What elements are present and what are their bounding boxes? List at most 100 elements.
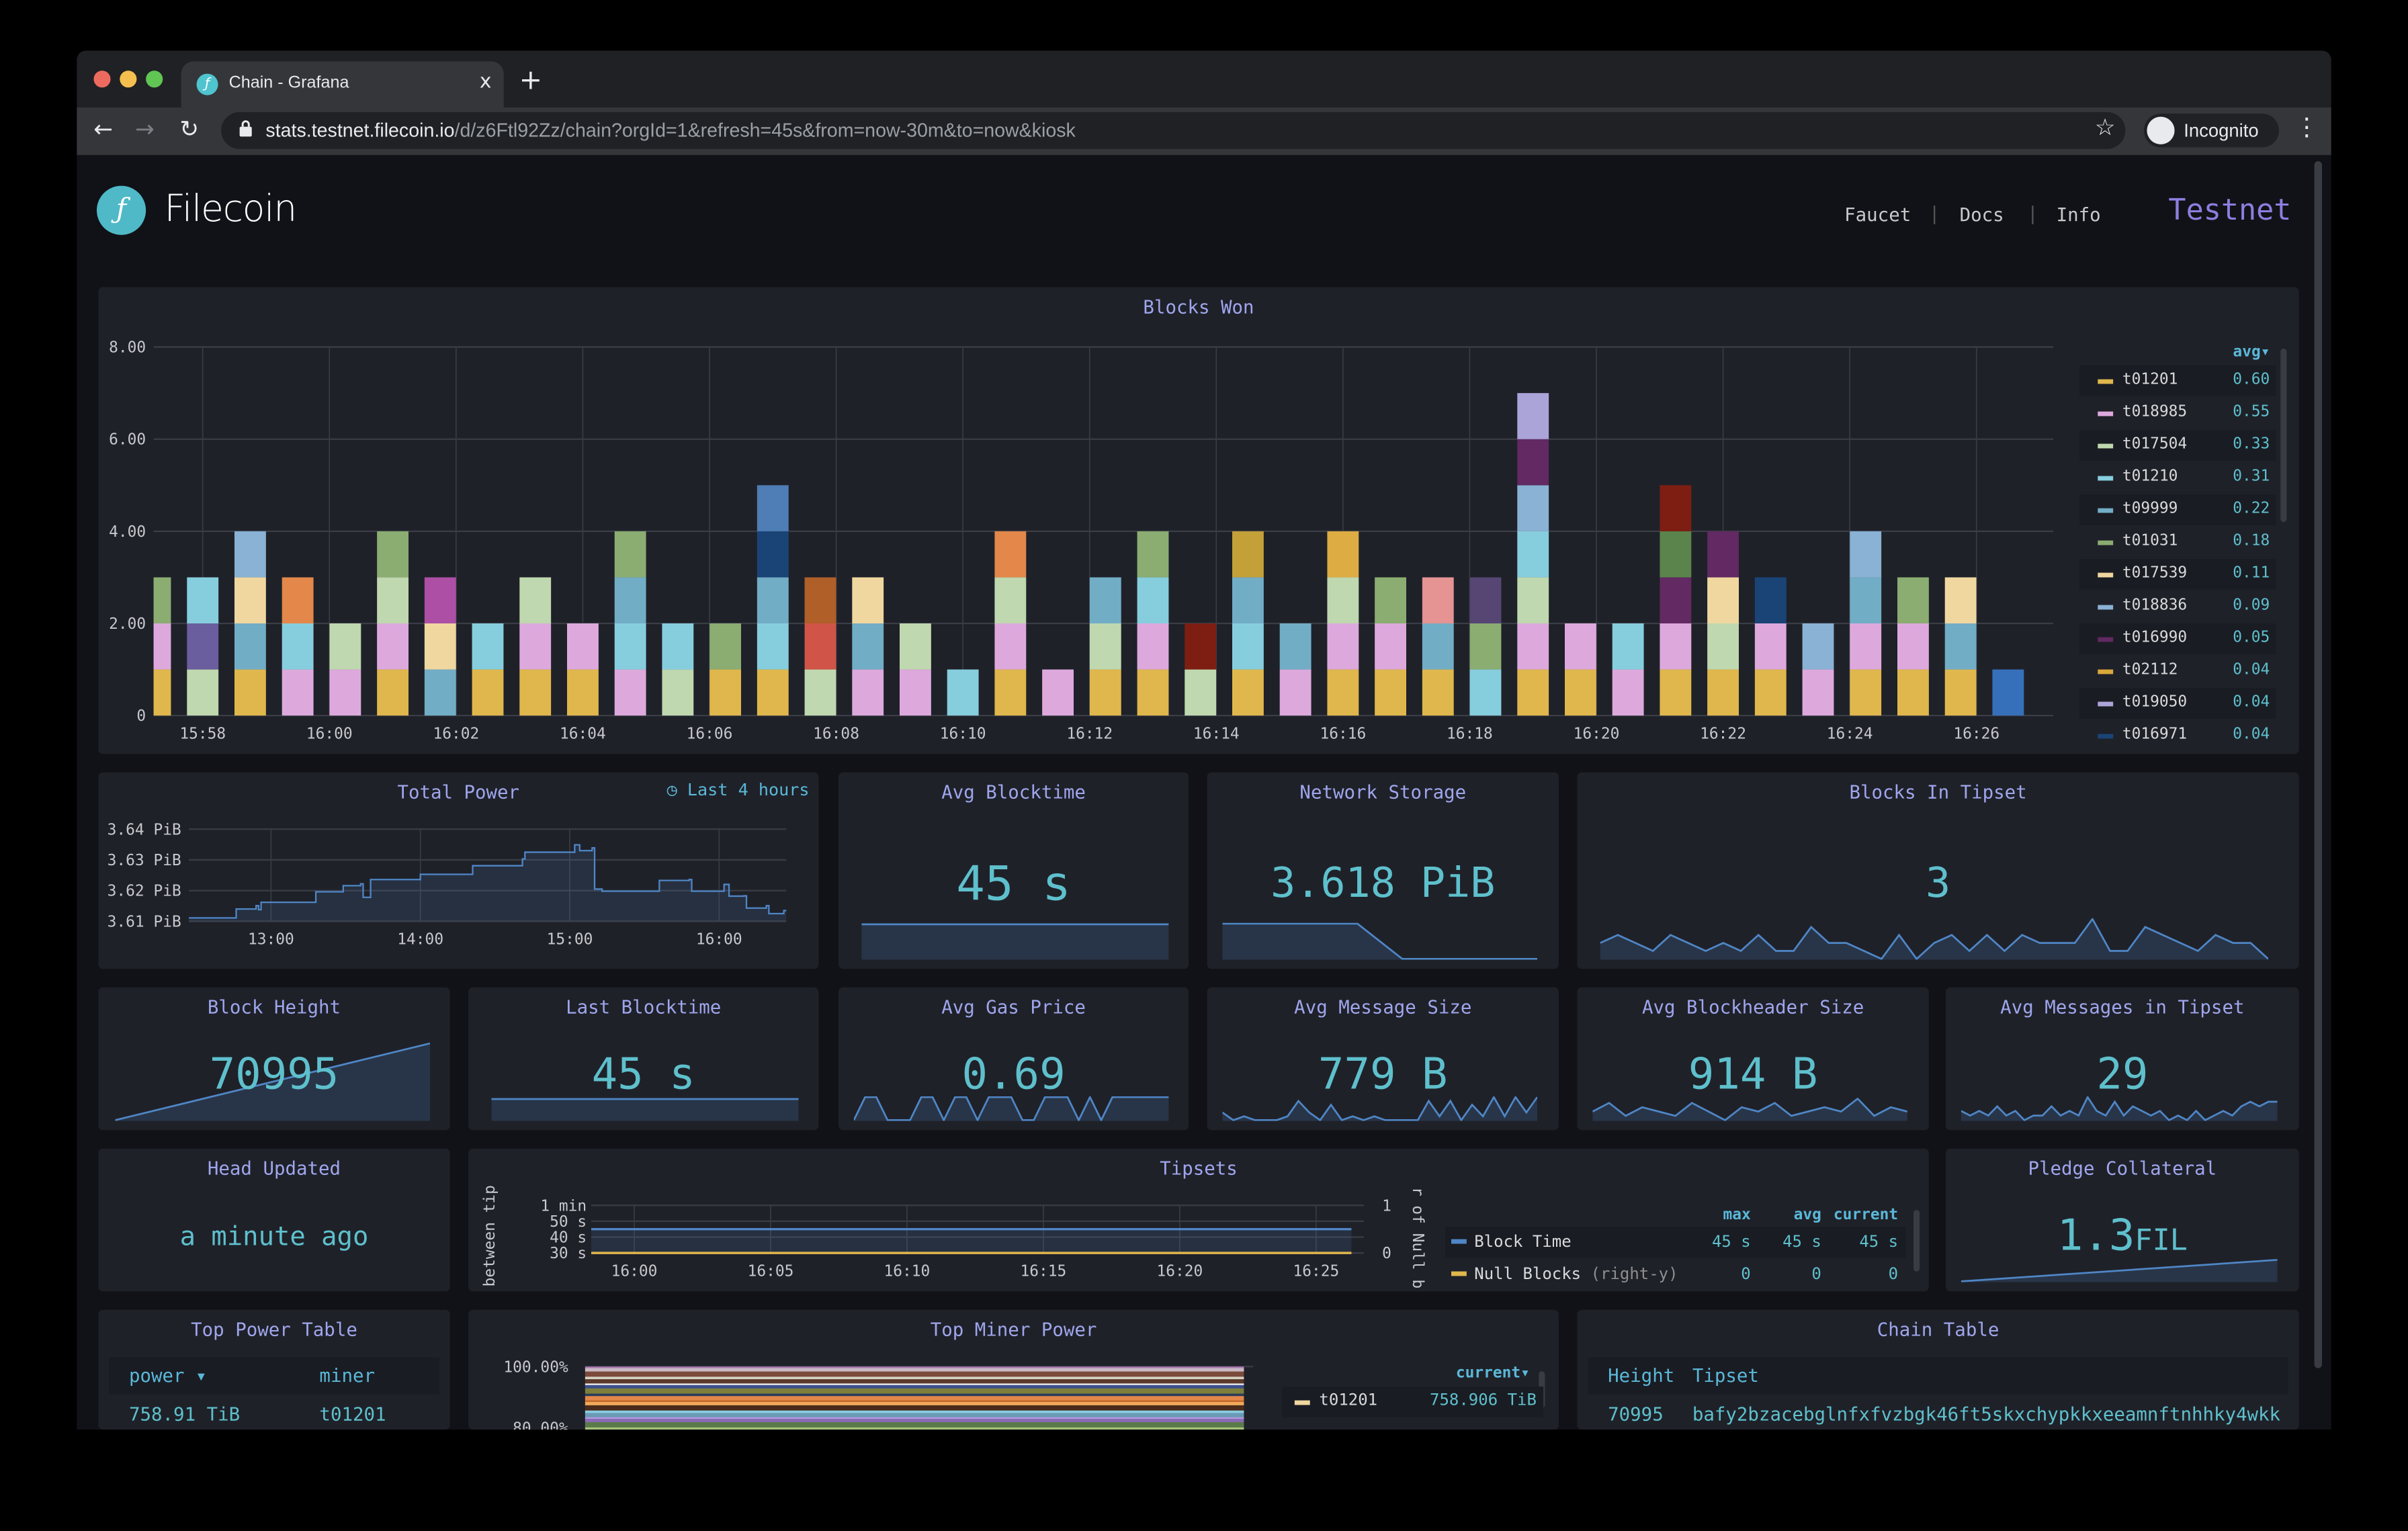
bar-segment — [424, 669, 456, 716]
legend-row[interactable]: t017504 0.33 — [2079, 429, 2276, 461]
power-line — [189, 844, 787, 919]
panel-title[interactable]: Avg Messages in Tipset — [2000, 996, 2245, 1018]
incognito-profile-button[interactable]: Incognito — [2143, 114, 2279, 148]
scrollbar-thumb[interactable] — [2314, 161, 2322, 1368]
browser-menu-icon[interactable]: ⋮ — [2294, 112, 2319, 142]
legend-row[interactable]: t01210 0.31 — [2079, 462, 2276, 493]
bars — [153, 393, 2024, 716]
minimize-window-button[interactable] — [120, 71, 137, 88]
legend-swatch — [2098, 476, 2114, 481]
column-header-tipset[interactable]: Tipset — [1692, 1364, 1759, 1387]
bar-segment — [852, 577, 884, 623]
close-window-button[interactable] — [93, 71, 111, 88]
bar-segment — [1469, 577, 1502, 623]
legend-row[interactable]: t01031 0.18 — [2079, 526, 2276, 558]
column-header-power[interactable]: power ▾ — [128, 1364, 207, 1387]
tab-chain-grafana[interactable]: ƒ Chain - Grafana x — [181, 61, 504, 107]
bar-segment — [424, 577, 456, 623]
bar-segment — [994, 531, 1027, 578]
panel-title[interactable]: Pledge Collateral — [2028, 1157, 2217, 1180]
legend-row[interactable]: t018985 0.55 — [2079, 397, 2276, 429]
url-host: stats.testnet.filecoin.io — [265, 120, 455, 142]
legend-row[interactable]: t01201 758.906 TiB — [1282, 1386, 1544, 1417]
bar-segment — [757, 485, 789, 531]
bar-segment — [1469, 669, 1502, 716]
panel-title[interactable]: Total Power — [397, 781, 520, 803]
maximize-window-button[interactable] — [146, 71, 163, 88]
bar-segment — [1754, 623, 1787, 670]
address-bar[interactable]: stats.testnet.filecoin.io/d/z6Ftl92Zz/ch… — [221, 112, 2126, 149]
legend-row[interactable]: t019050 0.04 — [2079, 687, 2276, 719]
stat-value: a minute ago — [179, 1222, 369, 1254]
legend-row[interactable]: t017539 0.11 — [2079, 558, 2276, 590]
table-cell-miner[interactable]: t01201 — [319, 1403, 386, 1426]
bar-segment — [1660, 577, 1692, 623]
legend-row[interactable]: t09999 0.22 — [2079, 494, 2276, 525]
bar-segment — [282, 669, 314, 716]
blocks-won-chart: 0 2.00 4.00 6.00 8.00 15:58 16:00 16:02 16:04 16:… — [109, 339, 2053, 742]
bar-segment — [1517, 623, 1549, 670]
docs-link[interactable]: Docs — [1959, 204, 2004, 226]
x-tick-label: 16:05 — [748, 1262, 794, 1280]
reload-icon[interactable]: ↻ — [179, 115, 200, 143]
panel-title[interactable]: Top Power Table — [191, 1319, 357, 1341]
bar-segment — [994, 623, 1027, 670]
bar-segment — [1042, 669, 1074, 716]
bar-segment — [153, 577, 171, 623]
stat-value: 70995 — [209, 1049, 339, 1100]
panel-title[interactable]: Head Updated — [207, 1157, 341, 1180]
panel-title[interactable]: Chain Table — [1877, 1319, 2000, 1341]
legend-header: avg — [1794, 1206, 1821, 1223]
panel-title[interactable]: Network Storage — [1299, 781, 1467, 803]
bar-segment — [1992, 669, 2024, 716]
forward-arrow-icon[interactable]: → — [135, 115, 155, 143]
panel-title[interactable]: Avg Blocktime — [941, 781, 1086, 803]
column-header-miner[interactable]: miner — [319, 1364, 375, 1387]
legend-sort-current[interactable]: current▾ — [1455, 1364, 1530, 1383]
legend-scrollbar[interactable] — [2280, 348, 2287, 523]
bar-segment — [1137, 669, 1169, 716]
legend-row[interactable]: t01201 0.60 — [2079, 365, 2276, 396]
panel-title[interactable]: Avg Blockheader Size — [1641, 996, 1864, 1018]
panel-title[interactable]: Last Blocktime — [566, 996, 722, 1018]
bookmark-star-icon[interactable]: ☆ — [2094, 114, 2116, 142]
table-cell-tipset[interactable]: bafy2bzacebglnfxfvzbgk46ft5skxchypkkxeea… — [1692, 1403, 2281, 1426]
y-tick-label: 100.00% — [503, 1358, 568, 1376]
panel-title[interactable]: Blocks Won — [1143, 296, 1254, 318]
bar-segment — [1517, 577, 1549, 623]
bar-segment — [329, 623, 361, 670]
legend-row[interactable]: t02112 0.04 — [2079, 655, 2276, 687]
panel-title[interactable]: Tipsets — [1160, 1157, 1238, 1180]
table-header — [1588, 1357, 2288, 1395]
bar-segment — [947, 669, 979, 716]
panel-title[interactable]: Blocks In Tipset — [1849, 781, 2027, 803]
legend-sort-avg[interactable]: avg▾ — [2233, 343, 2270, 361]
y-tick-label: 1 min — [540, 1197, 587, 1215]
legend-row[interactable]: t016971 0.04 — [2079, 719, 2276, 751]
column-header-height[interactable]: Height — [1608, 1364, 1675, 1387]
bar-segment — [1707, 623, 1739, 670]
bar-segment — [710, 669, 741, 716]
back-arrow-icon[interactable]: ← — [93, 115, 114, 143]
panel-title[interactable]: Top Miner Power — [930, 1319, 1097, 1341]
sparkline-area — [1600, 918, 2268, 960]
panel-title[interactable]: Avg Gas Price — [941, 996, 1086, 1018]
info-link[interactable]: Info — [2056, 204, 2101, 226]
bar-segment — [472, 623, 504, 670]
top-miner-power-panel: Top Miner Power 100.00% 80.00% current▾ t… — [468, 1309, 1559, 1430]
legend-row[interactable]: t016990 0.05 — [2079, 623, 2276, 654]
page-scrollbar[interactable] — [2313, 161, 2325, 1424]
url-text[interactable]: stats.testnet.filecoin.io/d/z6Ftl92Zz/ch… — [265, 120, 1075, 141]
total-power-chart: 3.61 PiB 3.62 PiB 3.63 PiB 3.64 PiB 13:00 14:… — [108, 821, 787, 949]
bar-segment — [1185, 623, 1217, 670]
last-blocktime-sparkline — [491, 1098, 799, 1121]
tab-close-icon[interactable]: x — [479, 71, 492, 94]
legend-value: 0.05 — [2233, 629, 2270, 647]
faucet-link[interactable]: Faucet — [1844, 204, 1911, 226]
bar-segment — [852, 669, 884, 716]
panel-title[interactable]: Avg Message Size — [1294, 996, 1472, 1018]
bar-segment — [1707, 669, 1739, 716]
legend-row[interactable]: t018836 0.09 — [2079, 590, 2276, 622]
panel-title[interactable]: Block Height — [207, 996, 341, 1018]
new-tab-button[interactable]: + — [519, 64, 543, 97]
